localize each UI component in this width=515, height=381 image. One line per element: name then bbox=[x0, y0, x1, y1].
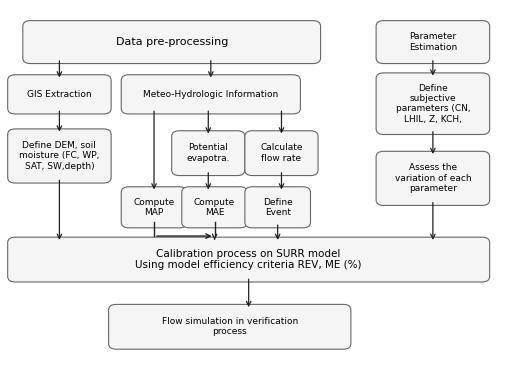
FancyBboxPatch shape bbox=[245, 187, 311, 228]
Text: Flow simulation in verification
process: Flow simulation in verification process bbox=[162, 317, 298, 336]
Text: GIS Extraction: GIS Extraction bbox=[27, 90, 92, 99]
FancyBboxPatch shape bbox=[121, 75, 300, 114]
FancyBboxPatch shape bbox=[8, 75, 111, 114]
Text: Define DEM, soil
moisture (FC, WP,
SAT, SW,depth): Define DEM, soil moisture (FC, WP, SAT, … bbox=[19, 141, 99, 171]
Text: Define
subjective
parameters (CN,
LHIL, Z, KCH,: Define subjective parameters (CN, LHIL, … bbox=[396, 83, 470, 124]
FancyBboxPatch shape bbox=[376, 21, 490, 64]
FancyBboxPatch shape bbox=[121, 187, 187, 228]
Text: Parameter
Estimation: Parameter Estimation bbox=[409, 32, 457, 52]
FancyBboxPatch shape bbox=[376, 73, 490, 134]
Text: Meteo-Hydrologic Information: Meteo-Hydrologic Information bbox=[143, 90, 279, 99]
FancyBboxPatch shape bbox=[171, 131, 245, 176]
Text: Define
Event: Define Event bbox=[263, 198, 293, 217]
Text: Calculate
flow rate: Calculate flow rate bbox=[260, 144, 303, 163]
Text: Compute
MAP: Compute MAP bbox=[133, 198, 175, 217]
FancyBboxPatch shape bbox=[8, 237, 490, 282]
FancyBboxPatch shape bbox=[109, 304, 351, 349]
FancyBboxPatch shape bbox=[245, 131, 318, 176]
FancyBboxPatch shape bbox=[376, 151, 490, 205]
FancyBboxPatch shape bbox=[182, 187, 247, 228]
FancyBboxPatch shape bbox=[23, 21, 320, 64]
Text: Compute
MAE: Compute MAE bbox=[194, 198, 235, 217]
Text: Potential
evapotra.: Potential evapotra. bbox=[186, 144, 230, 163]
Text: Data pre-processing: Data pre-processing bbox=[115, 37, 228, 47]
FancyBboxPatch shape bbox=[8, 129, 111, 183]
Text: Assess the
variation of each
parameter: Assess the variation of each parameter bbox=[394, 163, 471, 193]
Text: Calibration process on SURR model
Using model efficiency criteria REV, ME (%): Calibration process on SURR model Using … bbox=[135, 249, 362, 271]
